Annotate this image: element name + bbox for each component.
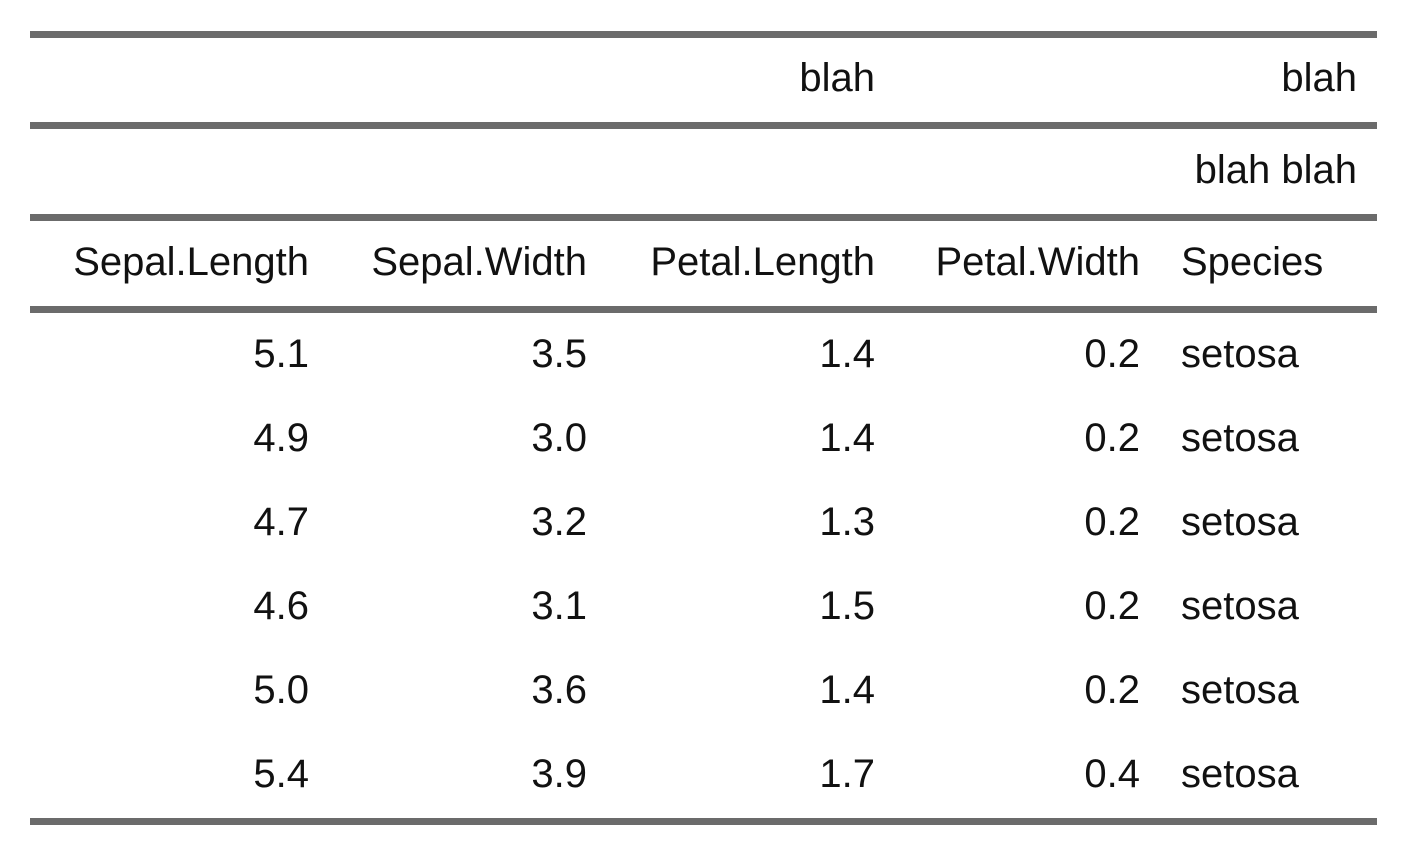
column-header-petal-length: Petal.Length <box>650 240 875 284</box>
table-bottom-rule <box>30 818 1377 825</box>
cell-sepal-width: 3.6 <box>531 668 587 712</box>
cell-sepal-length: 4.7 <box>253 500 309 544</box>
cell-petal-width: 0.2 <box>1084 668 1140 712</box>
column-header-sepal-length: Sepal.Length <box>73 240 309 284</box>
header-row-2-cell-species: blah blah <box>1194 148 1357 192</box>
cell-petal-width: 0.2 <box>1084 500 1140 544</box>
cell-sepal-length: 5.0 <box>253 668 309 712</box>
cell-petal-length: 1.5 <box>819 584 875 628</box>
cell-petal-length: 1.7 <box>819 752 875 796</box>
header-row-1-rule <box>30 122 1377 129</box>
cell-sepal-width: 3.0 <box>531 416 587 460</box>
cell-sepal-width: 3.1 <box>531 584 587 628</box>
cell-sepal-length: 5.1 <box>253 332 309 376</box>
cell-petal-length: 1.3 <box>819 500 875 544</box>
cell-species: setosa <box>1181 332 1299 376</box>
cell-petal-width: 0.2 <box>1084 584 1140 628</box>
cell-species: setosa <box>1181 668 1299 712</box>
cell-sepal-length: 5.4 <box>253 752 309 796</box>
table-top-rule <box>30 31 1377 38</box>
header-row-1-cell-species: blah <box>1281 56 1357 100</box>
cell-species: setosa <box>1181 584 1299 628</box>
cell-sepal-width: 3.9 <box>531 752 587 796</box>
cell-sepal-length: 4.9 <box>253 416 309 460</box>
cell-sepal-length: 4.6 <box>253 584 309 628</box>
cell-petal-length: 1.4 <box>819 668 875 712</box>
column-header-species: Species <box>1181 240 1324 284</box>
header-row-2-rule <box>30 214 1377 221</box>
cell-species: setosa <box>1181 500 1299 544</box>
cell-petal-width: 0.2 <box>1084 416 1140 460</box>
cell-petal-length: 1.4 <box>819 332 875 376</box>
cell-sepal-width: 3.5 <box>531 332 587 376</box>
cell-petal-width: 0.2 <box>1084 332 1140 376</box>
cell-petal-length: 1.4 <box>819 416 875 460</box>
column-header-sepal-width: Sepal.Width <box>371 240 587 284</box>
header-row-1-cell-petal-length: blah <box>799 56 875 100</box>
cell-species: setosa <box>1181 752 1299 796</box>
column-header-petal-width: Petal.Width <box>935 240 1140 284</box>
cell-species: setosa <box>1181 416 1299 460</box>
cell-sepal-width: 3.2 <box>531 500 587 544</box>
column-header-rule <box>30 306 1377 313</box>
cell-petal-width: 0.4 <box>1084 752 1140 796</box>
